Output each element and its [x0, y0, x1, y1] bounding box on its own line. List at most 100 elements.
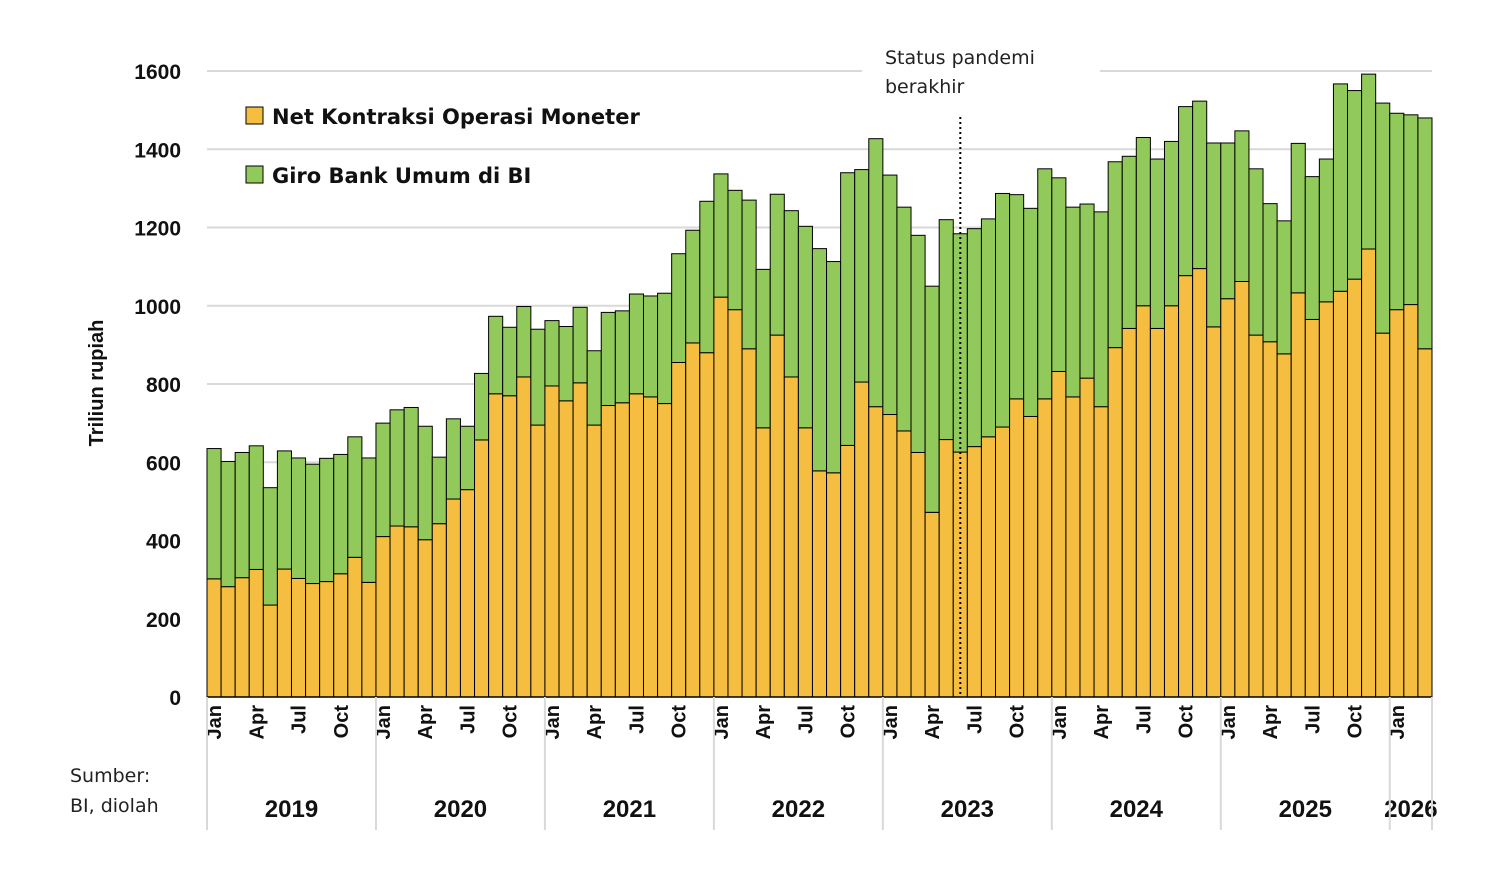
- bar-net-kontraksi-66: [1135, 305, 1151, 698]
- annotation-background: [862, 60, 1100, 106]
- y-tick-label-800: 800: [146, 374, 181, 397]
- bar-net-kontraksi-63: [1093, 406, 1109, 698]
- bar-giro-73: [1234, 130, 1250, 282]
- bar-giro-86: [1417, 117, 1433, 350]
- bar-giro-71: [1206, 142, 1222, 328]
- x-tick-label-2022-jul: Jul: [795, 705, 817, 734]
- bar-giro-27: [586, 350, 602, 426]
- bar-giro-49: [896, 206, 912, 432]
- bar-net-kontraksi-47: [868, 406, 884, 698]
- bar-net-kontraksi-8: [319, 581, 335, 698]
- bar-giro-40: [769, 193, 785, 336]
- bar-net-kontraksi-33: [671, 361, 687, 698]
- bar-giro-75: [1262, 203, 1278, 343]
- bar-giro-22: [516, 306, 532, 378]
- bar-giro-26: [572, 306, 588, 384]
- x-tick-label-2021-oct: Oct: [669, 705, 691, 739]
- x-axis: Jan Apr Jul Oct 2019 Jan Apr Jul Oct 2020 Jan Apr Ju…: [204, 696, 1438, 830]
- y-tick-label-0: 0: [169, 687, 181, 710]
- year-label-2019: 2019: [265, 796, 318, 823]
- bar-giro-0: [206, 448, 222, 580]
- source-line-2: BI, diolah: [70, 795, 159, 817]
- bar-net-kontraksi-29: [614, 402, 630, 698]
- legend: Net Kontraksi Operasi Moneter Giro Bank …: [245, 105, 640, 188]
- bar-net-kontraksi-45: [840, 444, 856, 698]
- bar-net-kontraksi-3: [248, 568, 264, 698]
- bar-giro-18: [459, 425, 476, 491]
- bar-net-kontraksi-57: [1009, 398, 1025, 698]
- bar-net-kontraksi-35: [699, 352, 715, 698]
- bar-giro-9: [333, 453, 349, 575]
- bar-net-kontraksi-86: [1417, 348, 1433, 698]
- y-tick-label-1200: 1200: [134, 218, 181, 241]
- source-line-1: Sumber:: [70, 765, 150, 787]
- x-tick-label-2019-apr: Apr: [246, 705, 268, 740]
- bar-net-kontraksi-71: [1206, 326, 1222, 698]
- bar-net-kontraksi-28: [600, 405, 616, 698]
- bar-net-kontraksi-4: [262, 604, 278, 698]
- bar-giro-37: [727, 189, 743, 311]
- bar-giro-46: [854, 169, 870, 383]
- bar-net-kontraksi-38: [741, 348, 757, 698]
- year-label-2022: 2022: [772, 796, 825, 823]
- bar-net-kontraksi-18: [459, 489, 476, 698]
- bar-net-kontraksi-67: [1149, 327, 1165, 698]
- x-tick-label-2025-jan: Jan: [1218, 705, 1240, 739]
- bar-giro-8: [319, 457, 335, 583]
- bar-giro-60: [1051, 177, 1067, 372]
- bar-net-kontraksi-76: [1276, 353, 1292, 698]
- bar-giro-3: [248, 445, 264, 570]
- bar-giro-31: [642, 295, 659, 398]
- bar-net-kontraksi-58: [1023, 415, 1039, 698]
- bar-giro-78: [1304, 176, 1320, 320]
- bar-net-kontraksi-10: [347, 556, 363, 698]
- bar-giro-19: [474, 372, 490, 441]
- bar-giro-33: [671, 253, 687, 363]
- bar-giro-79: [1318, 158, 1334, 303]
- bar-giro-63: [1093, 211, 1109, 408]
- bar-giro-43: [811, 248, 828, 472]
- bar-giro-61: [1065, 206, 1081, 398]
- x-tick-label-2020-oct: Oct: [500, 705, 522, 739]
- bar-net-kontraksi-2: [234, 577, 250, 698]
- bar-net-kontraksi-55: [980, 436, 997, 698]
- bar-giro-58: [1023, 207, 1039, 417]
- bar-giro-65: [1121, 155, 1137, 329]
- bar-giro-54: [966, 228, 982, 448]
- bar-net-kontraksi-31: [642, 396, 659, 698]
- y-tick-label-1600: 1600: [134, 61, 181, 84]
- year-label-2026: 2026: [1384, 796, 1437, 823]
- bar-net-kontraksi-36: [713, 296, 729, 698]
- bar-net-kontraksi-49: [896, 430, 912, 698]
- legend-swatch-net-kontraksi: [245, 106, 264, 125]
- bar-giro-81: [1347, 90, 1363, 280]
- bar-giro-66: [1135, 137, 1151, 307]
- x-tick-label-2023-jul: Jul: [964, 705, 986, 734]
- bar-net-kontraksi-75: [1262, 341, 1278, 698]
- bar-giro-70: [1192, 100, 1208, 270]
- bar-net-kontraksi-74: [1248, 334, 1264, 698]
- bar-giro-45: [840, 172, 856, 446]
- bar-net-kontraksi-65: [1121, 327, 1137, 698]
- bar-net-kontraksi-48: [882, 414, 898, 698]
- bar-net-kontraksi-85: [1403, 304, 1419, 698]
- bar-giro-1: [220, 460, 236, 588]
- bar-giro-74: [1248, 168, 1264, 336]
- bar-giro-35: [699, 200, 715, 354]
- bar-giro-34: [685, 229, 701, 344]
- legend-label-net-kontraksi: Net Kontraksi Operasi Moneter: [272, 105, 640, 129]
- bar-net-kontraksi-78: [1304, 318, 1320, 698]
- bar-net-kontraksi-26: [572, 382, 588, 698]
- bar-giro-4: [262, 487, 278, 606]
- year-label-2021: 2021: [603, 796, 656, 823]
- bar-net-kontraksi-64: [1107, 347, 1123, 698]
- bar-net-kontraksi-7: [305, 583, 321, 698]
- bar-giro-67: [1149, 158, 1165, 329]
- bar-net-kontraksi-39: [755, 427, 771, 698]
- bar-net-kontraksi-17: [445, 498, 461, 698]
- bar-giro-21: [502, 326, 518, 397]
- bar-net-kontraksi-20: [488, 393, 504, 698]
- bar-net-kontraksi-12: [375, 536, 391, 698]
- bar-net-kontraksi-61: [1065, 396, 1081, 698]
- bar-giro-32: [657, 292, 673, 405]
